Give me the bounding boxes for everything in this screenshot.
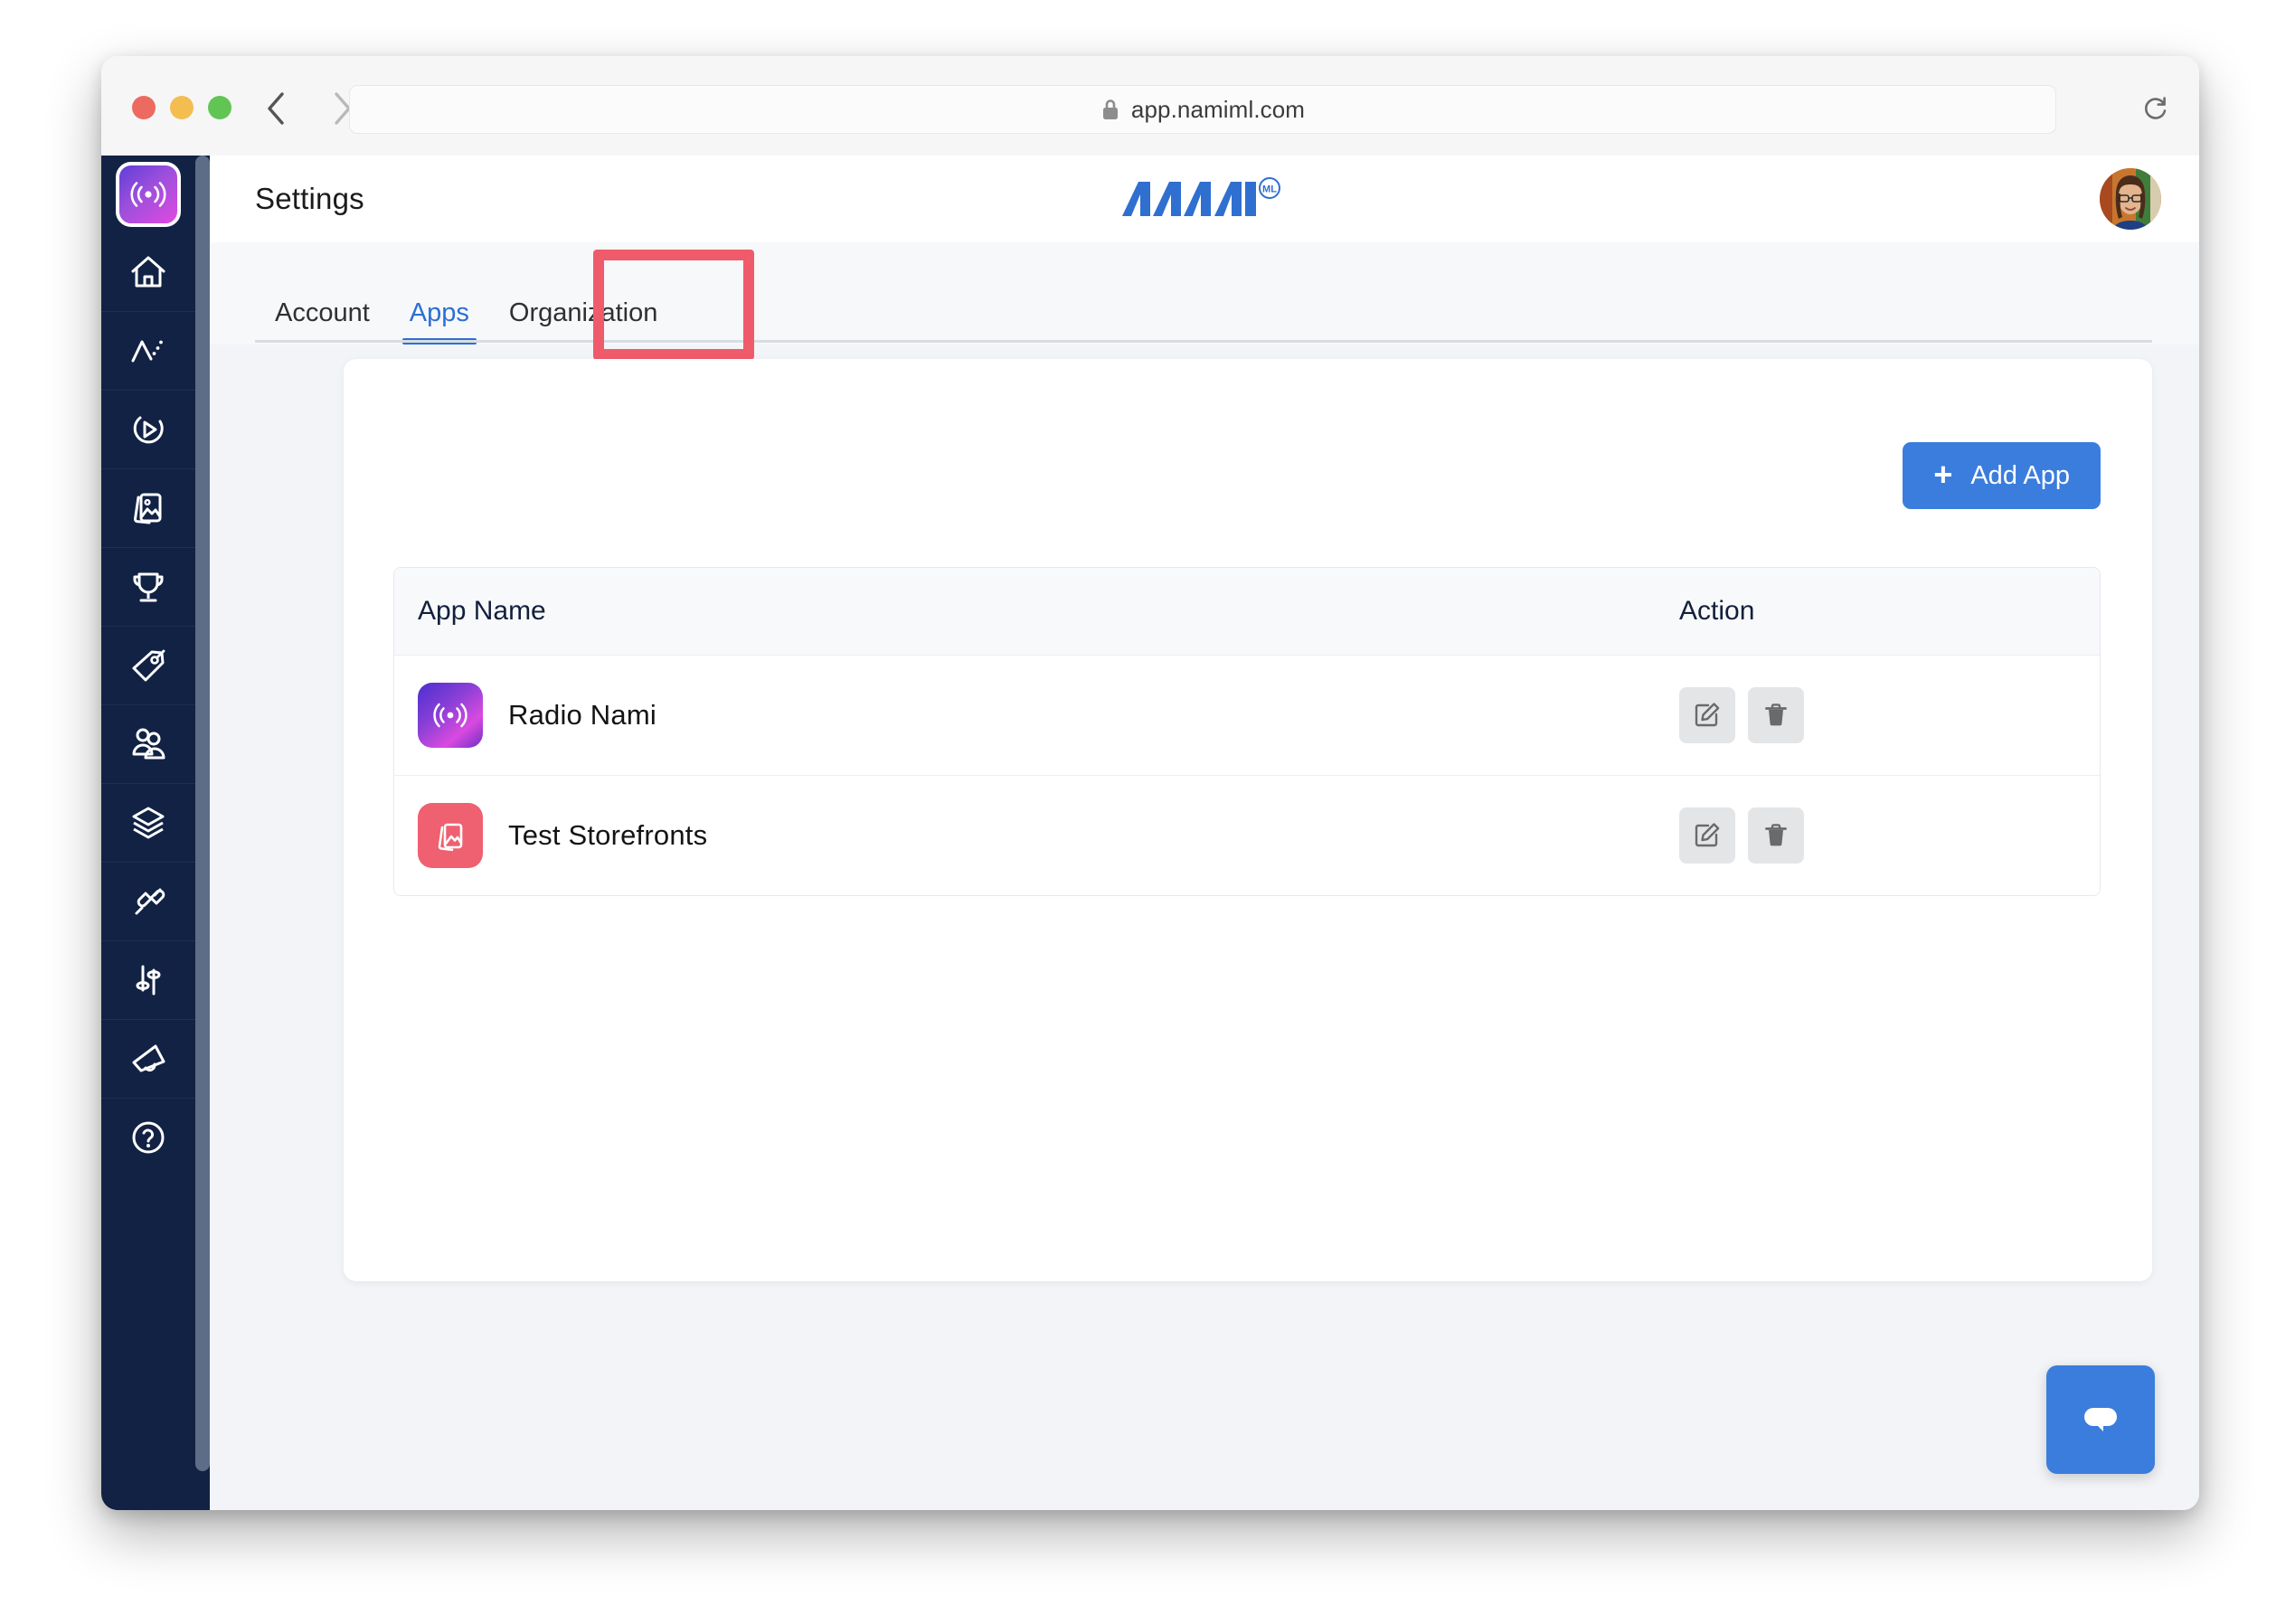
app-container: Settings ML — [210, 156, 2199, 1510]
sidebar-item-audiences[interactable] — [101, 704, 195, 783]
images-stack-icon — [438, 823, 463, 852]
add-app-button[interactable]: + Add App — [1903, 442, 2101, 509]
current-app-tile — [116, 162, 181, 227]
browser-window: app.namiml.com — [101, 56, 2199, 1510]
trophy-icon — [133, 572, 164, 602]
window-minimize-button[interactable] — [170, 96, 194, 119]
back-button[interactable] — [257, 89, 297, 128]
trash-icon — [1765, 824, 1787, 846]
images-stack-icon — [134, 493, 162, 524]
edit-square-icon — [1695, 823, 1720, 847]
app-name-cell: Test Storefronts — [394, 803, 1656, 868]
address-bar[interactable]: app.namiml.com — [349, 85, 2056, 134]
browser-titlebar: app.namiml.com — [101, 56, 2199, 156]
sidebar-item-paywalls[interactable] — [101, 468, 195, 547]
sidebar-item-analytics[interactable] — [101, 311, 195, 390]
plus-icon: + — [1933, 455, 1953, 493]
tabs-divider — [255, 340, 2152, 343]
tab-account[interactable]: Account — [275, 298, 370, 327]
radio-waves-icon — [130, 182, 166, 207]
sidebar-nav — [101, 156, 210, 1510]
svg-text:ML: ML — [1262, 184, 1277, 195]
radio-waves-icon — [433, 703, 468, 728]
delete-app-button[interactable] — [1748, 687, 1804, 743]
sliders-icon — [136, 965, 161, 996]
apps-panel: + Add App App Name Action — [344, 359, 2152, 1281]
column-header-action: Action — [1679, 596, 1755, 626]
sidebar-item-data[interactable] — [101, 783, 195, 862]
app-actions-cell — [1656, 807, 2100, 864]
table-row[interactable]: Radio Nami — [394, 655, 2100, 775]
play-circle-icon — [133, 416, 164, 444]
sidebar-item-settings[interactable] — [101, 940, 195, 1019]
nami-wordmark-icon: ML — [1122, 177, 1280, 216]
sidebar-item-placements[interactable] — [101, 547, 195, 626]
column-header-app-name: App Name — [418, 596, 546, 626]
add-app-label: Add App — [1970, 460, 2070, 490]
settings-tabs: Account Apps Organization — [255, 242, 677, 345]
window-close-button[interactable] — [132, 96, 156, 119]
megaphone-icon — [132, 1044, 165, 1072]
app-icon-tile — [418, 683, 483, 748]
window-maximize-button[interactable] — [208, 96, 231, 119]
reload-icon — [2145, 97, 2167, 119]
edit-square-icon — [1695, 703, 1720, 727]
app-name-label: Radio Nami — [508, 699, 656, 731]
question-circle-icon — [132, 1121, 165, 1154]
app-actions-cell — [1656, 687, 2100, 743]
chat-bubble-icon — [2084, 1408, 2117, 1431]
edit-app-button[interactable] — [1679, 807, 1735, 864]
user-avatar-icon — [2100, 168, 2161, 230]
app-header: Settings ML — [210, 156, 2199, 242]
avatar[interactable] — [2100, 168, 2161, 230]
table-row[interactable]: Test Storefronts — [394, 775, 2100, 895]
sidebar-scrollbar[interactable] — [195, 156, 210, 1471]
trash-icon — [1765, 703, 1787, 726]
chevron-left-icon — [268, 92, 284, 125]
app-name-label: Test Storefronts — [508, 819, 708, 851]
plug-connect-icon — [135, 888, 165, 915]
table-header-row: App Name Action — [394, 568, 2100, 655]
sidebar-item-help[interactable] — [101, 1098, 195, 1176]
sidebar-item-announcements[interactable] — [101, 1019, 195, 1098]
apps-table: App Name Action — [393, 567, 2101, 896]
sidebar-item-integrations[interactable] — [101, 862, 195, 940]
app-icon-tile — [418, 803, 483, 868]
nami-logo: ML — [1120, 176, 1289, 222]
address-bar-url: app.namiml.com — [1130, 95, 1306, 123]
edit-app-button[interactable] — [1679, 687, 1735, 743]
home-icon — [131, 256, 165, 288]
app-name-cell: Radio Nami — [394, 683, 1656, 748]
sidebar-item-app-switcher[interactable] — [101, 156, 195, 233]
tab-organization[interactable]: Organization — [508, 298, 658, 327]
layers-icon — [132, 807, 165, 839]
sidebar-item-home[interactable] — [101, 233, 195, 311]
page-viewport: Settings ML — [101, 156, 2199, 1510]
sidebar-item-campaigns[interactable] — [101, 390, 195, 468]
people-group-icon — [132, 728, 165, 760]
line-chart-icon — [131, 340, 163, 363]
delete-app-button[interactable] — [1748, 807, 1804, 864]
sidebar-item-products[interactable] — [101, 626, 195, 704]
page-title: Settings — [255, 182, 364, 215]
chat-launcher-button[interactable] — [2046, 1365, 2155, 1474]
tag-icon — [132, 649, 165, 682]
lock-icon — [1102, 99, 1118, 119]
tab-apps[interactable]: Apps — [390, 300, 489, 345]
reload-button[interactable] — [2136, 89, 2176, 128]
settings-tabs-bar: Account Apps Organization — [210, 242, 2199, 360]
